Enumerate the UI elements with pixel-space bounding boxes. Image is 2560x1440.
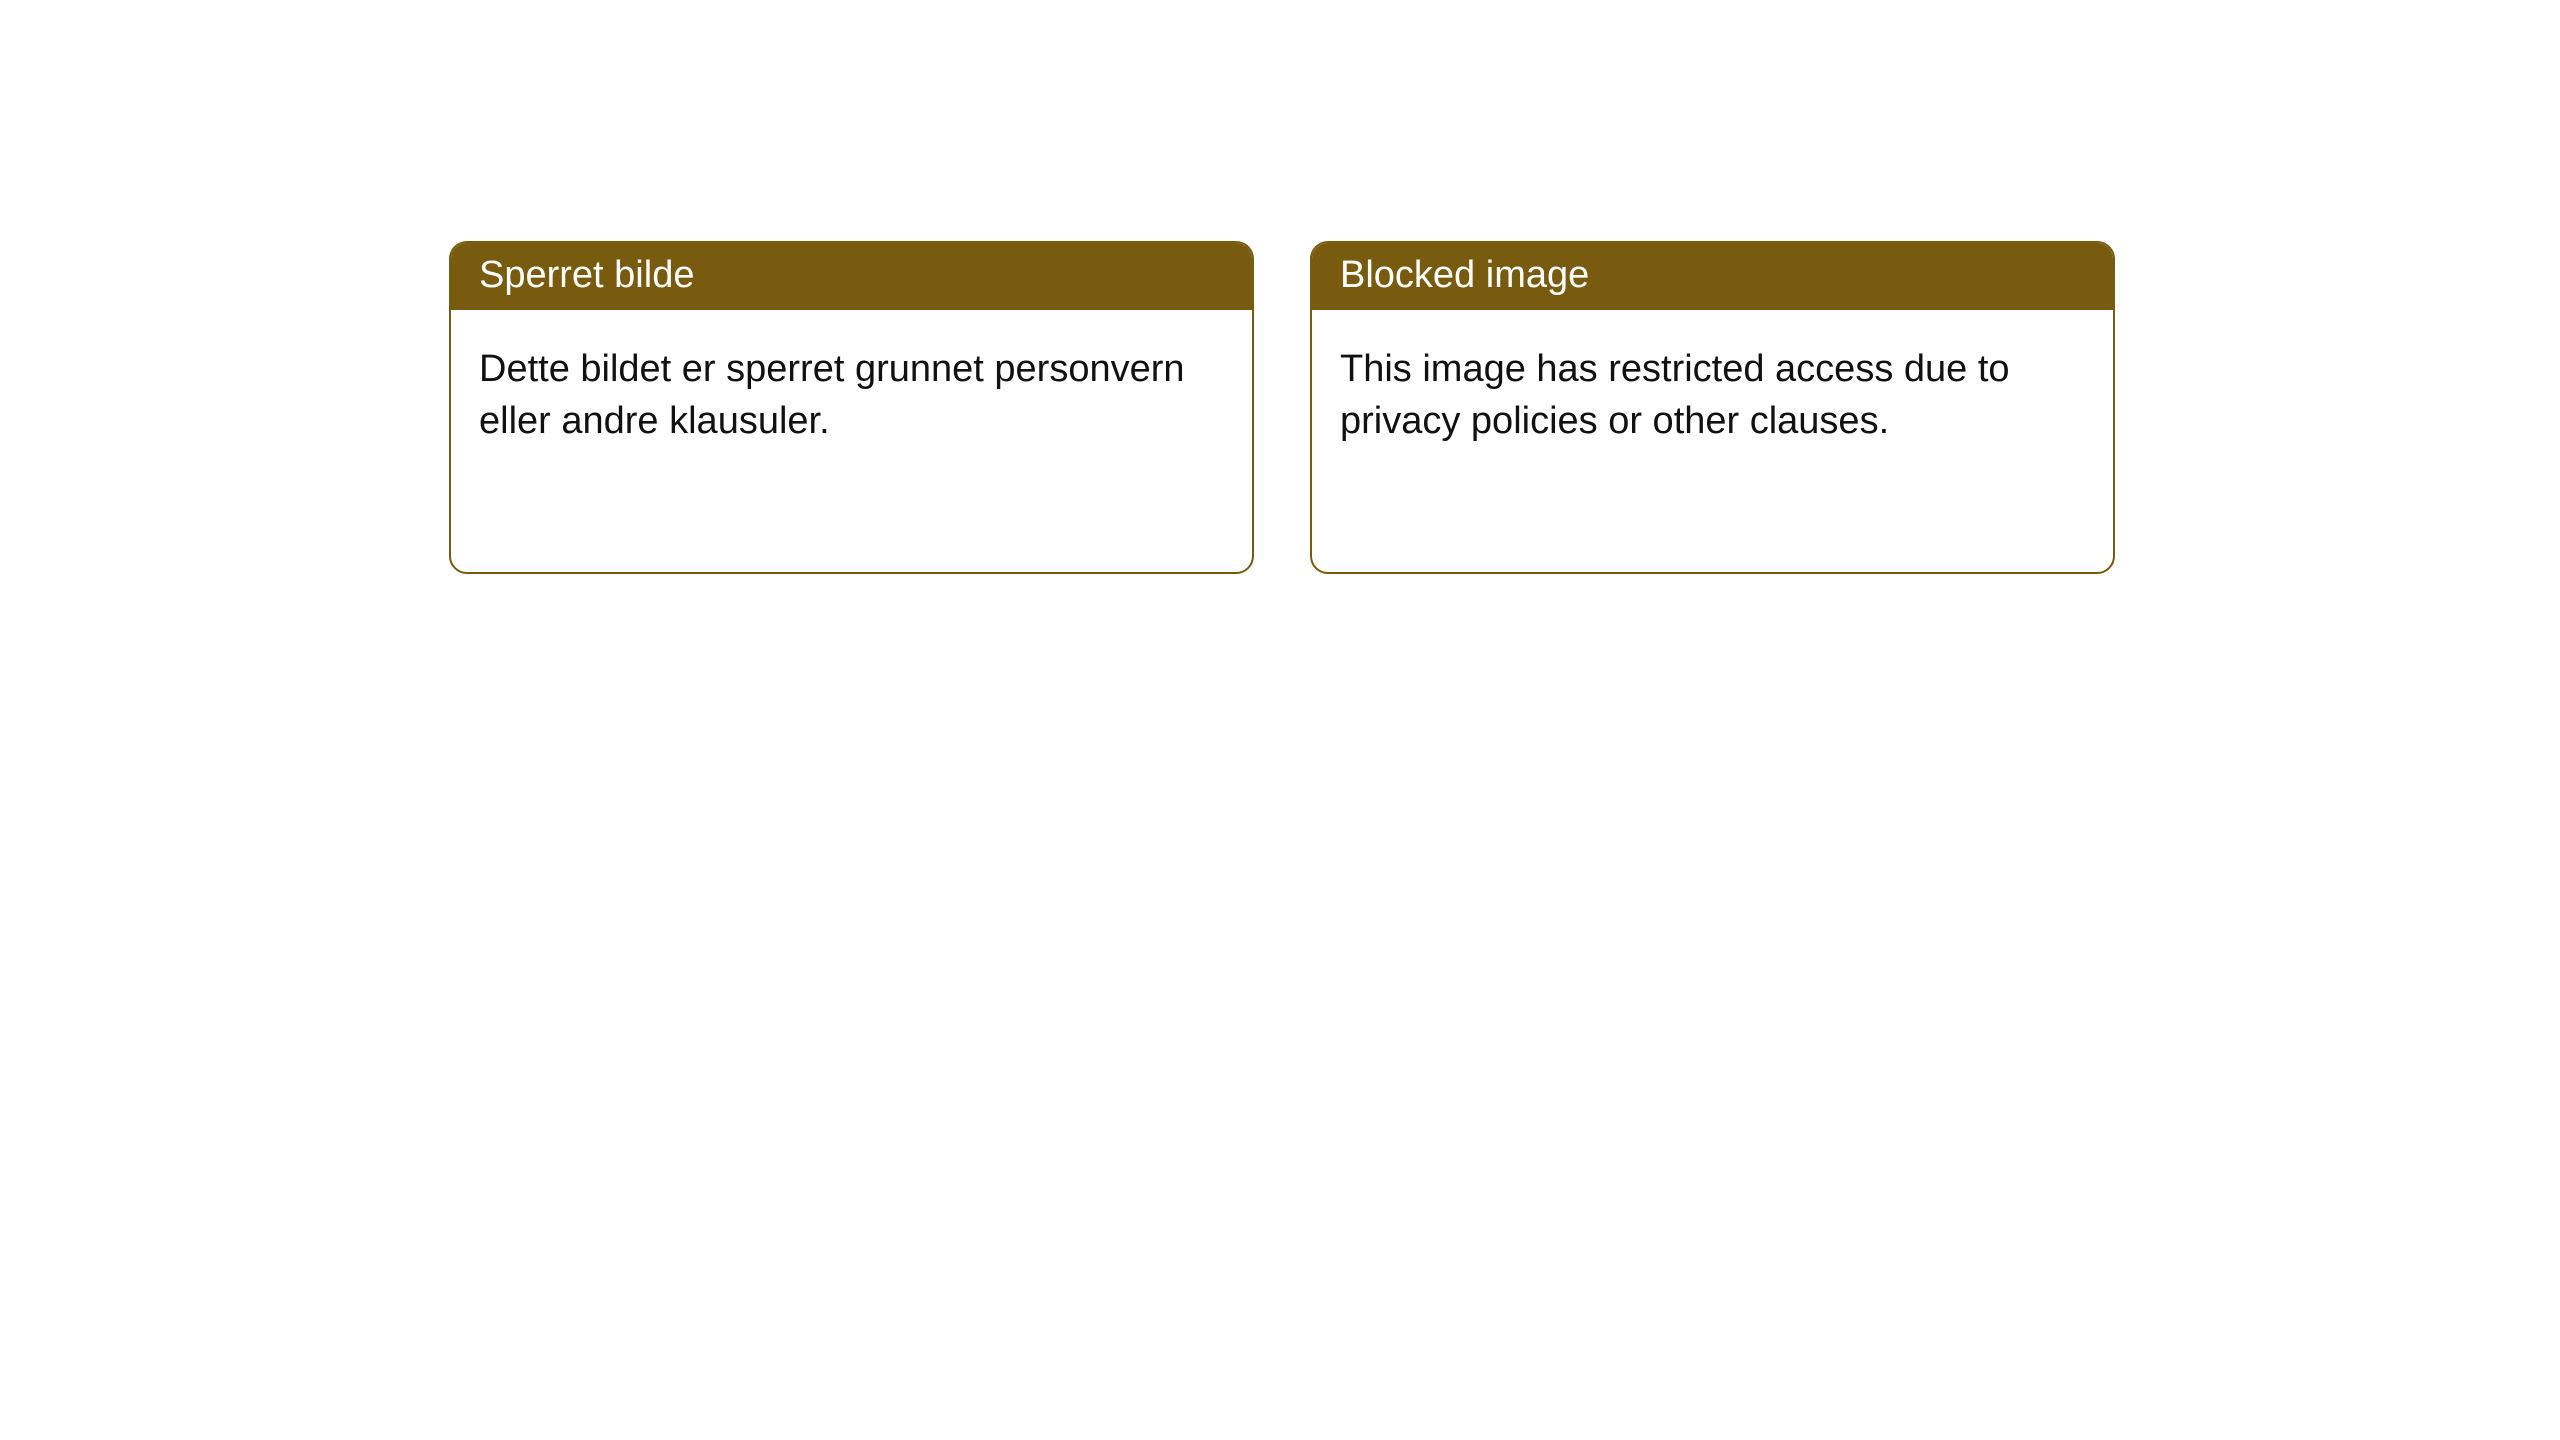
notice-message: Dette bildet er sperret grunnet personve… <box>479 348 1185 441</box>
notice-container: Sperret bilde Dette bildet er sperret gr… <box>0 0 2560 574</box>
notice-message: This image has restricted access due to … <box>1340 348 2010 441</box>
notice-card-english: Blocked image This image has restricted … <box>1310 241 2115 574</box>
notice-card-norwegian: Sperret bilde Dette bildet er sperret gr… <box>449 241 1254 574</box>
notice-title: Blocked image <box>1340 254 1589 296</box>
notice-body: This image has restricted access due to … <box>1312 310 2113 481</box>
notice-header: Blocked image <box>1312 243 2113 310</box>
notice-title: Sperret bilde <box>479 254 694 296</box>
notice-body: Dette bildet er sperret grunnet personve… <box>451 310 1252 481</box>
notice-header: Sperret bilde <box>451 243 1252 310</box>
